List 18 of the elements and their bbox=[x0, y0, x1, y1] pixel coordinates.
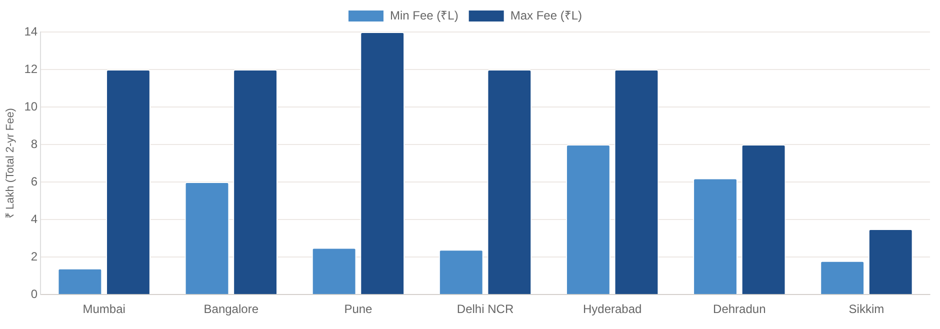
x-tick-label: Delhi NCR bbox=[456, 302, 514, 316]
y-tick-label: 8 bbox=[30, 136, 38, 151]
x-tick-label: Dehradun bbox=[713, 302, 766, 316]
y-tick-label: 4 bbox=[30, 212, 38, 226]
legend-label: Max Fee (₹L) bbox=[510, 8, 582, 22]
y-tick-label: 14 bbox=[24, 24, 38, 38]
y-tick-label: 6 bbox=[30, 174, 38, 188]
y-tick-label: 12 bbox=[24, 62, 38, 76]
x-tick-label: Sikkim bbox=[848, 302, 884, 316]
x-tick-label: Bangalore bbox=[204, 302, 259, 316]
x-tick-label: Pune bbox=[344, 302, 373, 316]
x-tick-label: Mumbai bbox=[82, 302, 126, 316]
y-tick-label: 0 bbox=[30, 286, 38, 301]
legend-label: Min Fee (₹L) bbox=[390, 8, 458, 22]
y-tick-label: 10 bbox=[24, 99, 38, 114]
y-axis-title: ₹ Lakh (Total 2-yr Fee) bbox=[4, 108, 17, 219]
x-tick-label: Hyderabad bbox=[582, 302, 642, 316]
y-tick-label: 2 bbox=[30, 249, 38, 264]
